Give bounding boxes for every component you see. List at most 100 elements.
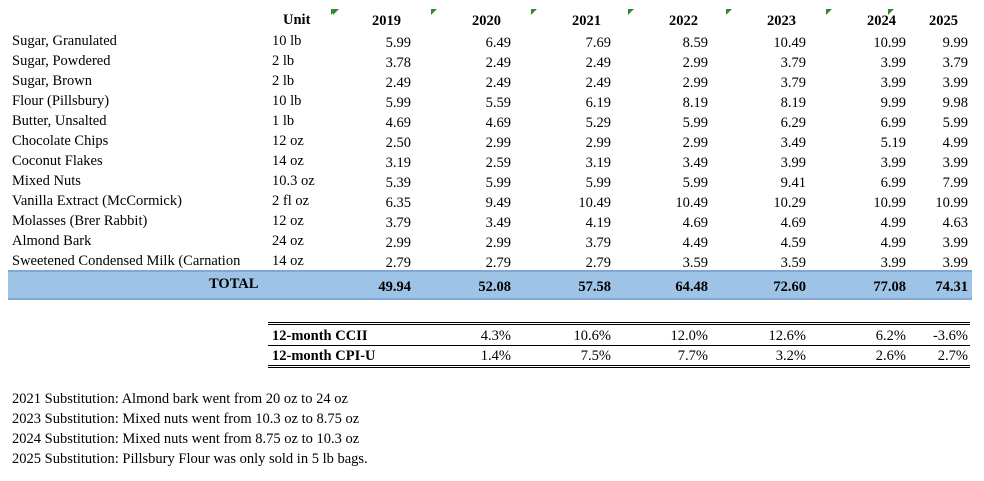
price: 3.19 (385, 155, 411, 171)
item-name: Sugar, Powdered (12, 53, 111, 69)
note: 2021 Substitution: Almond bark went from… (12, 391, 348, 407)
price: 2.99 (682, 55, 708, 71)
cell-marker (333, 9, 339, 15)
price: 2.79 (585, 255, 611, 271)
price: 2.50 (385, 135, 411, 151)
price: 10.49 (773, 35, 806, 51)
price: 3.99 (880, 75, 906, 91)
price: 5.99 (385, 95, 411, 111)
unit: 2 lb (272, 73, 295, 89)
price: 4.99 (880, 215, 906, 231)
price: 3.79 (585, 235, 611, 251)
total-label: TOTAL (209, 276, 259, 292)
price: 5.39 (385, 175, 411, 191)
price: 10.99 (873, 35, 906, 51)
price: 2.99 (682, 135, 708, 151)
price: 2.99 (585, 135, 611, 151)
price: 2.49 (585, 75, 611, 91)
note: 2025 Substitution: Pillsbury Flour was o… (12, 451, 368, 467)
price: 8.19 (780, 95, 806, 111)
item-name: Sugar, Brown (12, 73, 92, 89)
price: 3.99 (942, 155, 968, 171)
index-value: 12.0% (670, 328, 708, 344)
price: 2.79 (385, 255, 411, 271)
item-name: Sweetened Condensed Milk (Carnation (12, 253, 241, 269)
index-value: -3.6% (932, 328, 968, 344)
price: 3.99 (880, 255, 906, 271)
price: 3.79 (385, 215, 411, 231)
price: 3.99 (780, 155, 806, 171)
price: 2.49 (385, 75, 411, 91)
price: 2.79 (485, 255, 511, 271)
price: 3.99 (942, 75, 968, 91)
price: 9.99 (880, 95, 906, 111)
price: 4.69 (385, 115, 411, 131)
price: 7.69 (585, 35, 611, 51)
price: 5.99 (682, 175, 708, 191)
cell-marker (826, 9, 832, 15)
unit: 12 oz (272, 213, 304, 229)
unit: 14 oz (272, 253, 304, 269)
item-name: Coconut Flakes (12, 153, 103, 169)
unit-header: Unit (283, 12, 311, 28)
cell-marker (431, 9, 437, 15)
price: 2.49 (485, 75, 511, 91)
price: 10.99 (935, 195, 968, 211)
year-header: 2021 (572, 13, 601, 29)
price: 4.69 (485, 115, 511, 131)
price: 10.29 (773, 195, 806, 211)
price: 3.99 (942, 235, 968, 251)
index-label: 12-month CPI-U (272, 348, 376, 364)
index-value: 1.4% (480, 348, 511, 364)
price: 4.69 (780, 215, 806, 231)
total-band (8, 270, 972, 300)
note: 2023 Substitution: Mixed nuts went from … (12, 411, 360, 427)
price: 3.79 (780, 75, 806, 91)
item-name: Mixed Nuts (12, 173, 81, 189)
year-header: 2019 (372, 13, 401, 29)
price: 6.29 (780, 115, 806, 131)
unit: 2 fl oz (272, 193, 310, 209)
price: 3.99 (880, 155, 906, 171)
price: 4.99 (880, 235, 906, 251)
index-label: 12-month CCII (272, 328, 368, 344)
price: 3.49 (780, 135, 806, 151)
price: 3.79 (780, 55, 806, 71)
total-value: 52.08 (478, 279, 511, 295)
year-header: 2024 (867, 13, 896, 29)
total-value: 57.58 (578, 279, 611, 295)
price: 2.99 (485, 235, 511, 251)
unit: 1 lb (272, 113, 295, 129)
price: 6.99 (880, 115, 906, 131)
price: 9.49 (485, 195, 511, 211)
price: 3.59 (682, 255, 708, 271)
price: 10.49 (675, 195, 708, 211)
index-value: 4.3% (480, 328, 511, 344)
item-name: Sugar, Granulated (12, 33, 117, 49)
price: 3.99 (942, 255, 968, 271)
cell-marker (531, 9, 537, 15)
price: 7.99 (942, 175, 968, 191)
rule (268, 365, 970, 368)
price: 5.99 (942, 115, 968, 131)
cell-marker (726, 9, 732, 15)
price: 6.49 (485, 35, 511, 51)
unit: 12 oz (272, 133, 304, 149)
unit: 10 lb (272, 93, 302, 109)
index-value: 7.7% (677, 348, 708, 364)
price: 5.59 (485, 95, 511, 111)
price: 6.19 (585, 95, 611, 111)
item-name: Chocolate Chips (12, 133, 109, 149)
price: 5.99 (385, 35, 411, 51)
item-name: Butter, Unsalted (12, 113, 107, 129)
rule (268, 345, 970, 346)
price: 8.19 (682, 95, 708, 111)
note: 2024 Substitution: Mixed nuts went from … (12, 431, 360, 447)
price: 5.99 (682, 115, 708, 131)
price: 9.99 (942, 35, 968, 51)
unit: 2 lb (272, 53, 295, 69)
cell-marker (628, 9, 634, 15)
price: 2.99 (485, 135, 511, 151)
year-header: 2025 (929, 13, 958, 29)
index-value: 10.6% (573, 328, 611, 344)
